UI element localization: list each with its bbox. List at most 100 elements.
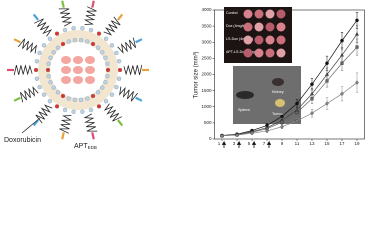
y-tick-label: 500 <box>204 120 212 125</box>
aptamer-sub: EDB <box>88 145 97 150</box>
aptamer <box>117 119 124 127</box>
drug-particle <box>61 66 71 74</box>
aptamer <box>117 13 124 21</box>
peg-chain <box>13 64 33 76</box>
lipid-head <box>48 55 53 60</box>
lipid-head <box>85 39 90 44</box>
figure: Doxorubicin APTEDB Tumor size (mm³) 0 500… <box>4 0 365 150</box>
marker <box>310 111 314 116</box>
lipid-head <box>51 50 56 55</box>
y-tick-label: 2500 <box>201 56 212 61</box>
aptamer-label: APTEDB <box>74 143 97 150</box>
lipid-head <box>34 59 40 64</box>
lipid-head <box>95 90 101 95</box>
tumor-photo <box>254 22 264 32</box>
lipid-head <box>114 84 119 90</box>
peg-chain <box>35 104 53 124</box>
tumor-photo <box>265 35 275 45</box>
x-tick-label: 3 <box>233 141 236 146</box>
marker <box>295 118 299 124</box>
lipid-head <box>46 74 51 79</box>
lipid-head <box>47 99 53 104</box>
lipid-head <box>80 109 85 114</box>
tumor-photo <box>275 99 285 107</box>
lipid-head <box>103 36 109 41</box>
y-tick-label: 1500 <box>201 88 212 93</box>
peg-chain <box>59 115 73 134</box>
dose-arrow <box>266 140 272 148</box>
y-tick-label: 2000 <box>201 72 212 77</box>
lipid-head <box>116 59 122 64</box>
lipid-head <box>117 67 123 73</box>
organ-label: Kidney <box>272 90 284 94</box>
marker <box>295 101 299 106</box>
marker <box>325 79 329 83</box>
lipid-head <box>62 107 68 113</box>
spleen-photo <box>236 91 254 99</box>
dose-arrow <box>221 140 227 148</box>
lipid-head <box>85 96 90 101</box>
marker <box>325 61 329 65</box>
lipid-head <box>62 27 68 33</box>
aptamer <box>32 13 39 21</box>
aptamer <box>32 119 39 127</box>
tumor-photo <box>265 22 275 32</box>
aptamer <box>91 132 95 140</box>
lipid-head <box>105 67 111 73</box>
marker <box>355 18 359 23</box>
lipid-head <box>51 85 56 90</box>
aptamer <box>61 0 65 8</box>
lipid-head <box>72 38 78 43</box>
x-tick-label: 19 <box>354 141 360 146</box>
page: Doxorubicin APTEDB Tumor size (mm³) 0 500… <box>4 0 365 151</box>
dose-arrow <box>236 140 242 148</box>
lipid-head <box>34 76 40 81</box>
lipid-head <box>55 45 61 50</box>
lipid-head <box>90 41 96 47</box>
lipid-head <box>114 50 119 56</box>
x-tick-label: 11 <box>295 141 300 146</box>
peg-chain <box>83 6 97 25</box>
marker <box>355 45 359 49</box>
lipid-head <box>71 26 76 31</box>
lipid-head <box>37 50 42 56</box>
tumor-photo <box>254 9 264 19</box>
lipid-head <box>78 97 84 102</box>
lipid-head <box>72 97 78 102</box>
series-line <box>221 46 358 137</box>
lipid-head <box>47 36 53 41</box>
peg-chain <box>17 38 37 54</box>
lipid-head <box>90 93 96 99</box>
drug-particle <box>85 76 95 84</box>
marker <box>220 133 224 138</box>
lipid-head <box>95 45 101 50</box>
y-tick-label: 4000 <box>201 7 212 12</box>
lipid-head <box>60 41 66 47</box>
peg-chain <box>20 86 39 103</box>
x-tick-label: 1 <box>218 141 221 146</box>
lipid-head <box>103 80 108 85</box>
peg-chain <box>103 103 122 122</box>
series-line <box>221 33 358 137</box>
organ-label: Spleen <box>238 108 250 112</box>
drug-particle <box>61 76 71 84</box>
lipid-head <box>54 31 60 36</box>
lipid-head <box>37 84 42 90</box>
x-tick-label: 13 <box>309 141 315 146</box>
lipid-head <box>96 31 102 36</box>
x-tick-label: 5 <box>248 141 251 146</box>
lipid-head <box>88 107 94 113</box>
lipid-head <box>109 43 115 48</box>
lipid-head <box>41 43 47 48</box>
lipid-head <box>103 55 108 60</box>
lipid-head <box>105 74 110 79</box>
lipid-head <box>88 27 94 33</box>
peg-chain <box>117 37 136 54</box>
organ-label: Tumor <box>272 112 284 116</box>
lipid-head <box>60 93 66 99</box>
aptamer <box>13 96 21 102</box>
marker <box>295 111 299 115</box>
marker <box>265 128 269 134</box>
x-tick-label: 9 <box>281 141 284 146</box>
legend-entry: APT-LS-Dox (4mg/kg) <box>226 50 261 54</box>
